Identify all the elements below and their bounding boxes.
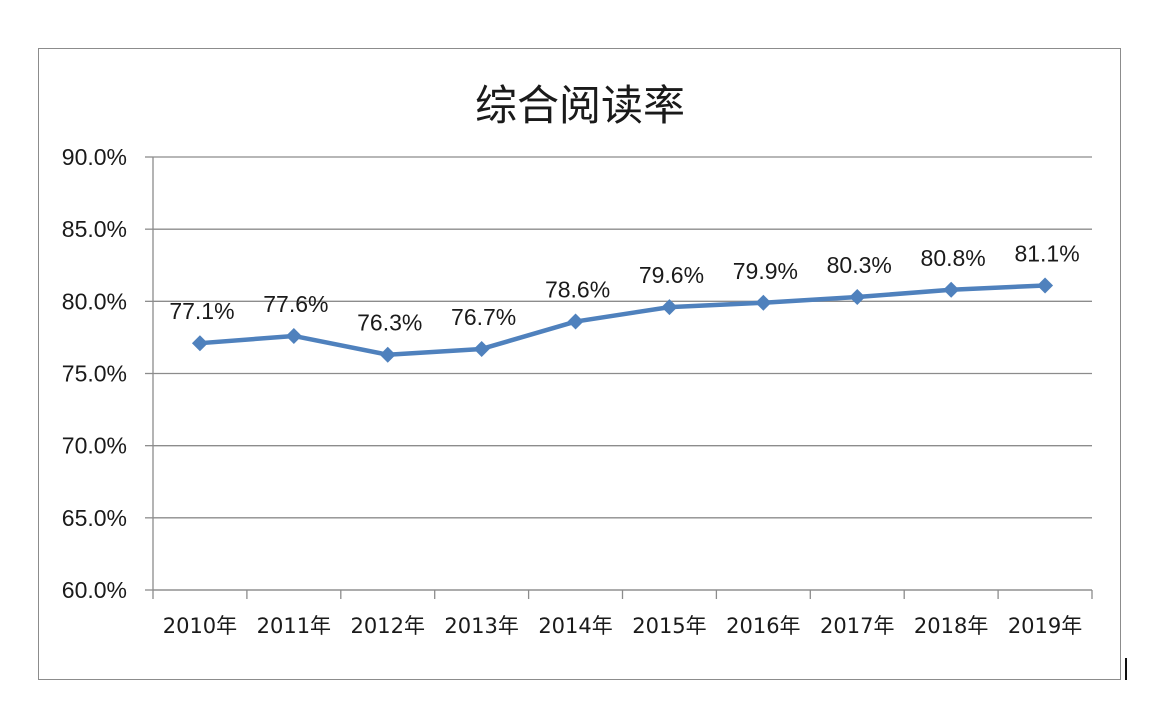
data-label: 80.8% bbox=[921, 245, 986, 271]
y-tick-label: 65.0% bbox=[62, 505, 127, 531]
x-tick-label: 2012年 bbox=[351, 614, 425, 638]
y-tick-label: 90.0% bbox=[62, 144, 127, 170]
series-line bbox=[197, 283, 1048, 357]
gridlines bbox=[153, 156, 1092, 591]
data-label: 79.9% bbox=[733, 258, 798, 284]
y-tick-label: 60.0% bbox=[62, 577, 127, 603]
x-tick-labels: 2010年 2011年 2012年 2013年 2014年 2015年 2016年 2017年… bbox=[163, 614, 1083, 638]
x-tick-label: 2011年 bbox=[257, 614, 331, 638]
data-point-marker bbox=[191, 335, 208, 352]
data-point-marker bbox=[567, 313, 584, 330]
y-tick-label: 75.0% bbox=[62, 361, 127, 387]
x-tick-label: 2019年 bbox=[1008, 614, 1082, 638]
y-tick-label: 85.0% bbox=[62, 216, 127, 242]
x-tick-label: 2013年 bbox=[444, 614, 518, 638]
chart-title: 综合阅读率 bbox=[475, 81, 685, 130]
x-tick-label: 2010年 bbox=[163, 614, 237, 638]
data-point-marker bbox=[849, 289, 866, 306]
y-tick-label: 70.0% bbox=[62, 433, 127, 459]
x-tick-label: 2016年 bbox=[726, 614, 800, 638]
data-point-marker bbox=[379, 346, 396, 363]
data-point-marker bbox=[473, 340, 490, 357]
data-label: 76.3% bbox=[357, 310, 422, 336]
data-point-marker bbox=[943, 281, 960, 298]
chart-frame bbox=[38, 48, 1121, 680]
data-point-marker bbox=[285, 327, 302, 344]
data-point-marker bbox=[755, 294, 772, 311]
markers bbox=[191, 277, 1054, 363]
y-tick-labels: 90.0% 85.0% 80.0% 75.0% 70.0% 65.0% 60.0% bbox=[62, 144, 127, 603]
data-label: 81.1% bbox=[1014, 240, 1079, 266]
y-tick-label: 80.0% bbox=[62, 288, 127, 314]
series bbox=[197, 283, 1048, 357]
data-point-marker bbox=[1037, 277, 1054, 294]
data-labels: 77.1% 77.6% 76.3% 76.7% 78.6% 79.6% 79.9% 80.3%… bbox=[169, 240, 1079, 335]
data-point-marker bbox=[661, 299, 678, 316]
data-label: 76.7% bbox=[451, 304, 516, 330]
axes bbox=[145, 156, 1093, 599]
data-label: 78.6% bbox=[545, 277, 610, 303]
data-label: 77.6% bbox=[263, 291, 328, 317]
x-tick-label: 2015年 bbox=[632, 614, 706, 638]
edge-mark bbox=[1125, 658, 1127, 680]
x-tick-label: 2018年 bbox=[914, 614, 988, 638]
data-label: 80.3% bbox=[827, 252, 892, 278]
x-tick-label: 2017年 bbox=[820, 614, 894, 638]
data-label: 79.6% bbox=[639, 262, 704, 288]
x-tick-label: 2014年 bbox=[538, 614, 612, 638]
data-label: 77.1% bbox=[169, 298, 234, 324]
